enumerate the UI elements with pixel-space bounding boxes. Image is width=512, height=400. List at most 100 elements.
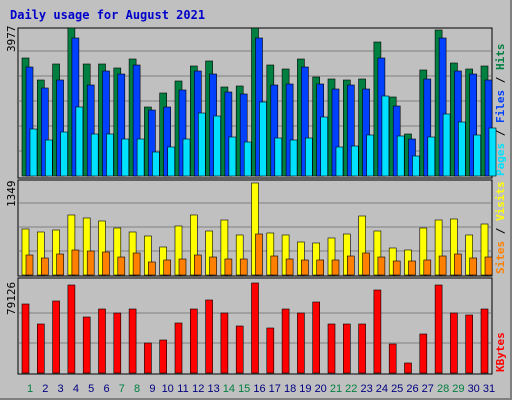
sites-bar-day-14	[224, 258, 233, 276]
sites-bar-day-28	[438, 255, 447, 276]
kbytes-bar-day-18	[281, 308, 290, 374]
pages-bar-day-5	[90, 133, 99, 177]
panel-top-ymax: 3977	[5, 26, 18, 53]
day-label-11: 11	[177, 383, 188, 395]
pages-bar-day-20	[320, 116, 329, 177]
day-label-3: 3	[58, 383, 64, 395]
sites-bar-day-27	[423, 259, 432, 276]
files-bar-day-9	[148, 109, 156, 177]
visits-bar-day-23	[358, 215, 366, 276]
kbytes-bar-day-25	[388, 343, 397, 374]
sites-bar-day-1	[25, 254, 34, 276]
kbytes-bar-day-24	[373, 289, 382, 374]
visits-bar-day-29	[450, 218, 458, 276]
sites-bar-day-10	[163, 259, 171, 276]
sites-bar-day-23	[362, 252, 370, 276]
kbytes-bar-day-16	[251, 282, 259, 374]
visits-bar-day-31	[480, 223, 489, 276]
day-label-23: 23	[360, 383, 372, 395]
legend-kbytes: KBytes	[494, 332, 507, 372]
sites-bar-day-30	[469, 257, 478, 276]
pages-bar-day-4	[75, 106, 84, 177]
day-label-16: 16	[253, 383, 265, 395]
day-label-18: 18	[284, 383, 296, 395]
day-label-14: 14	[223, 383, 235, 395]
pages-bar-day-10	[167, 146, 175, 177]
files-bar-day-21	[331, 88, 340, 177]
panel-bottom-legend-text: KBytes	[494, 332, 507, 372]
kbytes-bar-day-15	[235, 325, 244, 374]
panel-bottom-ymax: 79126	[5, 282, 18, 315]
kbytes-bar-day-22	[342, 323, 351, 374]
kbytes-bar-day-31	[480, 308, 489, 374]
kbytes-bar-day-28	[434, 284, 443, 374]
kbytes-bar-day-5	[82, 316, 91, 374]
sites-bar-day-20	[316, 259, 325, 276]
visits-bar-day-7	[113, 227, 122, 276]
files-bar-day-18	[285, 83, 294, 177]
pages-bar-day-30	[473, 134, 482, 177]
visits-bar-day-24	[373, 230, 382, 276]
kbytes-bar-day-6	[98, 308, 106, 374]
pages-bar-day-13	[213, 115, 221, 177]
files-bar-day-8	[132, 64, 141, 177]
legend-files: Files	[494, 90, 507, 123]
pages-bar-day-17	[274, 137, 283, 177]
sites-bar-day-9	[148, 261, 156, 276]
kbytes-bar-day-14	[220, 312, 229, 374]
day-label-28: 28	[437, 383, 449, 395]
sites-bar-day-15	[239, 258, 248, 276]
day-label-13: 13	[207, 383, 219, 395]
kbytes-bar-day-1	[21, 303, 30, 374]
day-label-5: 5	[88, 383, 94, 395]
legend-pages: Pages	[494, 143, 507, 176]
kbytes-bar-day-27	[419, 333, 428, 374]
pages-bar-day-18	[289, 139, 298, 177]
day-label-21: 21	[330, 383, 342, 395]
pages-bar-day-24	[381, 95, 390, 177]
pages-bar-day-25	[396, 135, 405, 177]
kbytes-bar-day-17	[266, 327, 275, 374]
kbytes-bar-day-13	[205, 299, 213, 374]
pages-bar-day-19	[305, 137, 313, 177]
files-bar-day-28	[438, 37, 447, 177]
sites-bar-day-21	[331, 259, 340, 276]
sites-bar-day-12	[194, 254, 202, 276]
day-label-2: 2	[42, 383, 48, 395]
pages-bar-day-27	[427, 136, 436, 177]
sites-bar-day-18	[285, 258, 294, 276]
sites-bar-day-4	[71, 249, 80, 276]
visits-bar-day-9	[144, 235, 152, 276]
visits-bar-day-13	[205, 230, 213, 276]
pages-bar-day-2	[44, 139, 53, 177]
sites-bar-day-19	[301, 259, 309, 276]
pages-bar-day-6	[106, 133, 114, 177]
day-label-9: 9	[149, 383, 155, 395]
kbytes-bar-day-2	[36, 323, 45, 374]
sites-bar-day-31	[484, 256, 493, 276]
day-label-26: 26	[406, 383, 418, 395]
legend-separator: /	[494, 221, 507, 241]
sites-bar-day-5	[86, 250, 95, 276]
sites-bar-day-17	[270, 255, 279, 276]
sites-bar-day-6	[102, 251, 110, 276]
visits-bar-day-30	[465, 234, 474, 276]
files-bar-day-6	[102, 70, 110, 177]
kbytes-bar-day-19	[297, 312, 305, 374]
day-label-24: 24	[376, 383, 388, 395]
visits-bar-day-3	[52, 229, 60, 276]
day-label-17: 17	[269, 383, 281, 395]
files-bar-day-7	[117, 73, 126, 177]
kbytes-bar-day-21	[327, 323, 336, 374]
pages-bar-day-11	[182, 138, 191, 177]
files-bar-day-11	[178, 89, 187, 177]
visits-bar-day-4	[67, 214, 76, 276]
visits-bar-day-18	[281, 234, 290, 276]
kbytes-bar-day-26	[404, 362, 412, 374]
legend-separator: /	[494, 123, 507, 143]
sites-bar-day-26	[408, 260, 416, 276]
day-label-8: 8	[134, 383, 140, 395]
sites-bar-day-3	[56, 253, 64, 276]
files-bar-day-3	[56, 79, 64, 177]
